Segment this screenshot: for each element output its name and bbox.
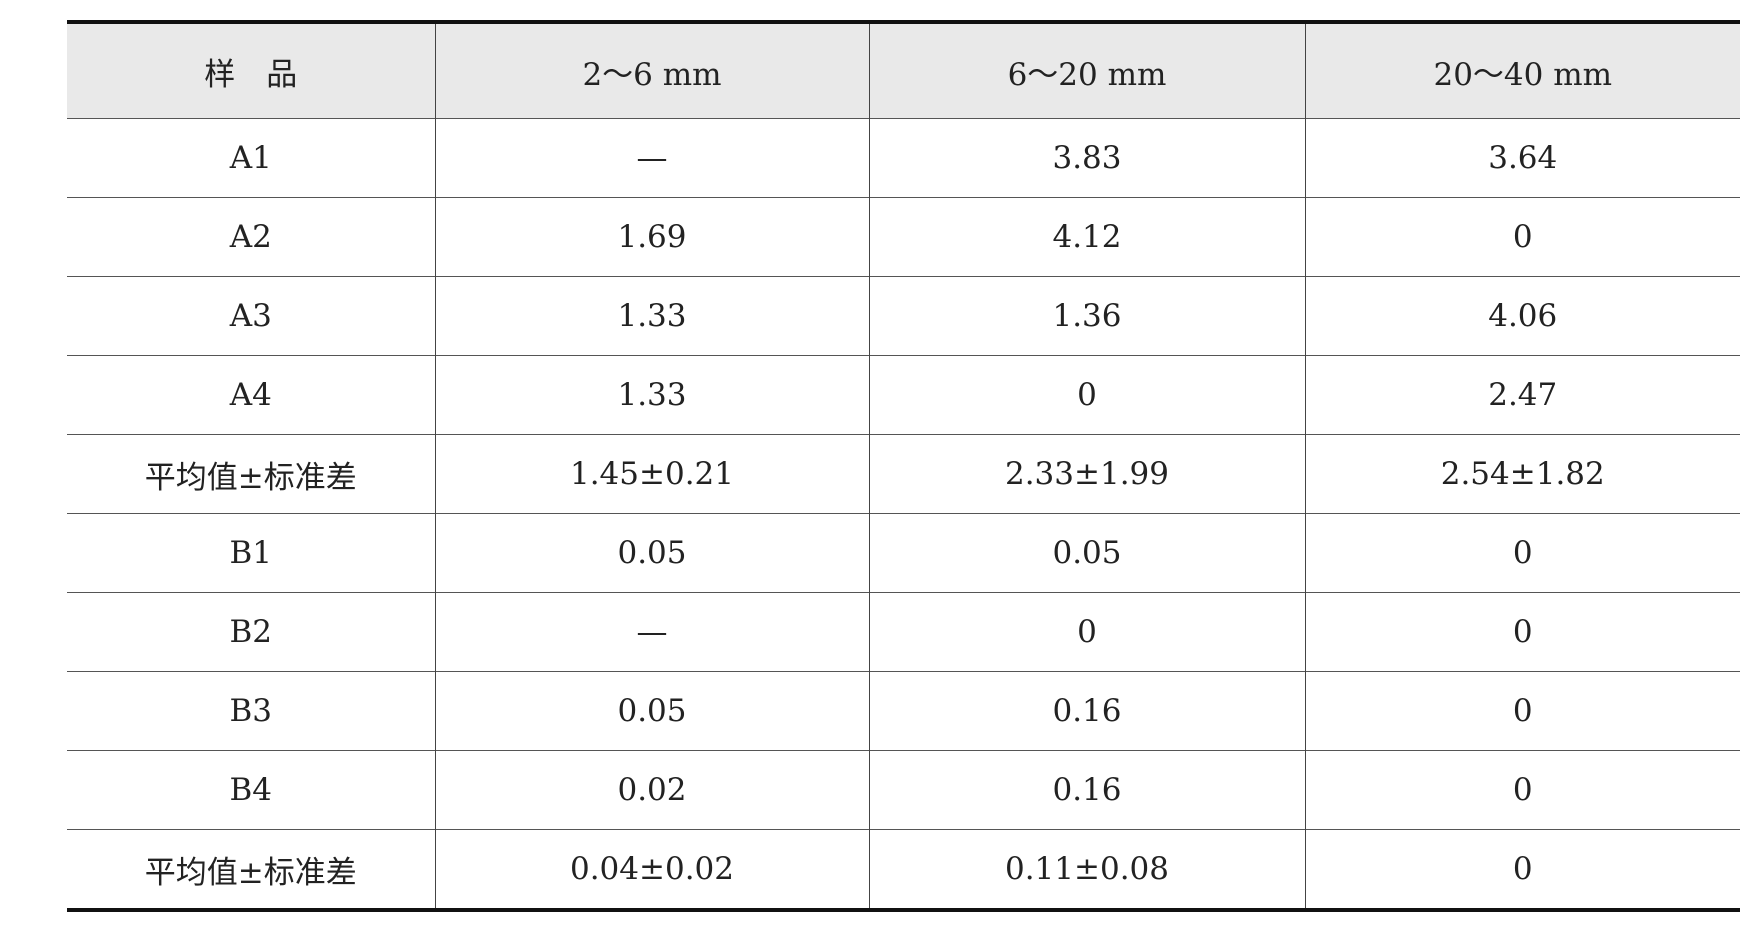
table-row: B4 0.02 0.16 0	[67, 750, 1740, 830]
header-cell: 20～40 mm	[1304, 22, 1740, 119]
header-cell: 2～6 mm	[434, 22, 869, 119]
table-cell: 0	[868, 355, 1305, 435]
table-row: A2 1.69 4.12 0	[67, 197, 1740, 277]
header-row: 样 品 2～6 mm 6～20 mm 20～40 mm	[67, 22, 1740, 119]
row-label: B3	[67, 671, 435, 751]
table-cell: 0	[1304, 592, 1740, 672]
row-label: A1	[67, 118, 435, 198]
table-cell: 3.83	[868, 118, 1305, 198]
row-label: 平均值±标准差	[67, 434, 435, 514]
table-cell: 0.16	[868, 671, 1305, 751]
table-cell: 2.54±1.82	[1304, 434, 1740, 514]
table-cell: 1.33	[434, 276, 869, 356]
table-cell: 4.06	[1304, 276, 1740, 356]
table-row: 平均值±标准差 1.45±0.21 2.33±1.99 2.54±1.82	[67, 434, 1740, 514]
table-cell: 3.64	[1304, 118, 1740, 198]
table-row: B3 0.05 0.16 0	[67, 671, 1740, 751]
table-cell: 0	[1304, 750, 1740, 830]
table-row: B2—0 0	[67, 592, 1740, 672]
table-row: A4 1.33 0 2.47	[67, 355, 1740, 435]
row-label: B4	[67, 750, 435, 830]
table-cell: 0.04±0.02	[434, 829, 869, 910]
header-cell: 样 品	[67, 22, 435, 119]
table-cell: 0	[1304, 197, 1740, 277]
table-cell: 0.02	[434, 750, 869, 830]
table-cell: —	[434, 592, 869, 672]
table-cell: 1.33	[434, 355, 869, 435]
table-cell: 4.12	[868, 197, 1305, 277]
row-label: B1	[67, 513, 435, 593]
table-cell: 0.05	[868, 513, 1305, 593]
table-cell: 2.47	[1304, 355, 1740, 435]
table-cell: 0.05	[434, 513, 869, 593]
table-cell: 2.33±1.99	[868, 434, 1305, 514]
table-body: A1—3.83 3.64 A2 1.69 4.12 0 A3 1.33 1.36 4.06 A4 1.…	[67, 118, 1740, 910]
row-label: A3	[67, 276, 435, 356]
header-cell: 6～20 mm	[868, 22, 1305, 119]
table-row: A1—3.83 3.64	[67, 118, 1740, 198]
row-label: B2	[67, 592, 435, 672]
row-label: A2	[67, 197, 435, 277]
table-cell: 1.69	[434, 197, 869, 277]
table-cell: 0.16	[868, 750, 1305, 830]
table-cell: 0	[868, 592, 1305, 672]
table-cell: —	[434, 118, 869, 198]
table-row: 平均值±标准差 0.04±0.02 0.11±0.08 0	[67, 829, 1740, 910]
table-cell: 1.36	[868, 276, 1305, 356]
table-row: B1 0.05 0.05 0	[67, 513, 1740, 593]
table-cell: 0	[1304, 513, 1740, 593]
table-header: 样 品 2～6 mm 6～20 mm 20～40 mm	[67, 22, 1740, 119]
row-label: A4	[67, 355, 435, 435]
data-table: 样 品 2～6 mm 6～20 mm 20～40 mm A1—3.83 3.64 A2 1.…	[67, 20, 1740, 912]
table-row: A3 1.33 1.36 4.06	[67, 276, 1740, 356]
table-cell: 0.05	[434, 671, 869, 751]
table-cell: 0	[1304, 671, 1740, 751]
table-cell: 1.45±0.21	[434, 434, 869, 514]
row-label: 平均值±标准差	[67, 829, 435, 910]
table-cell: 0.11±0.08	[868, 829, 1305, 910]
table-cell: 0	[1304, 829, 1740, 910]
